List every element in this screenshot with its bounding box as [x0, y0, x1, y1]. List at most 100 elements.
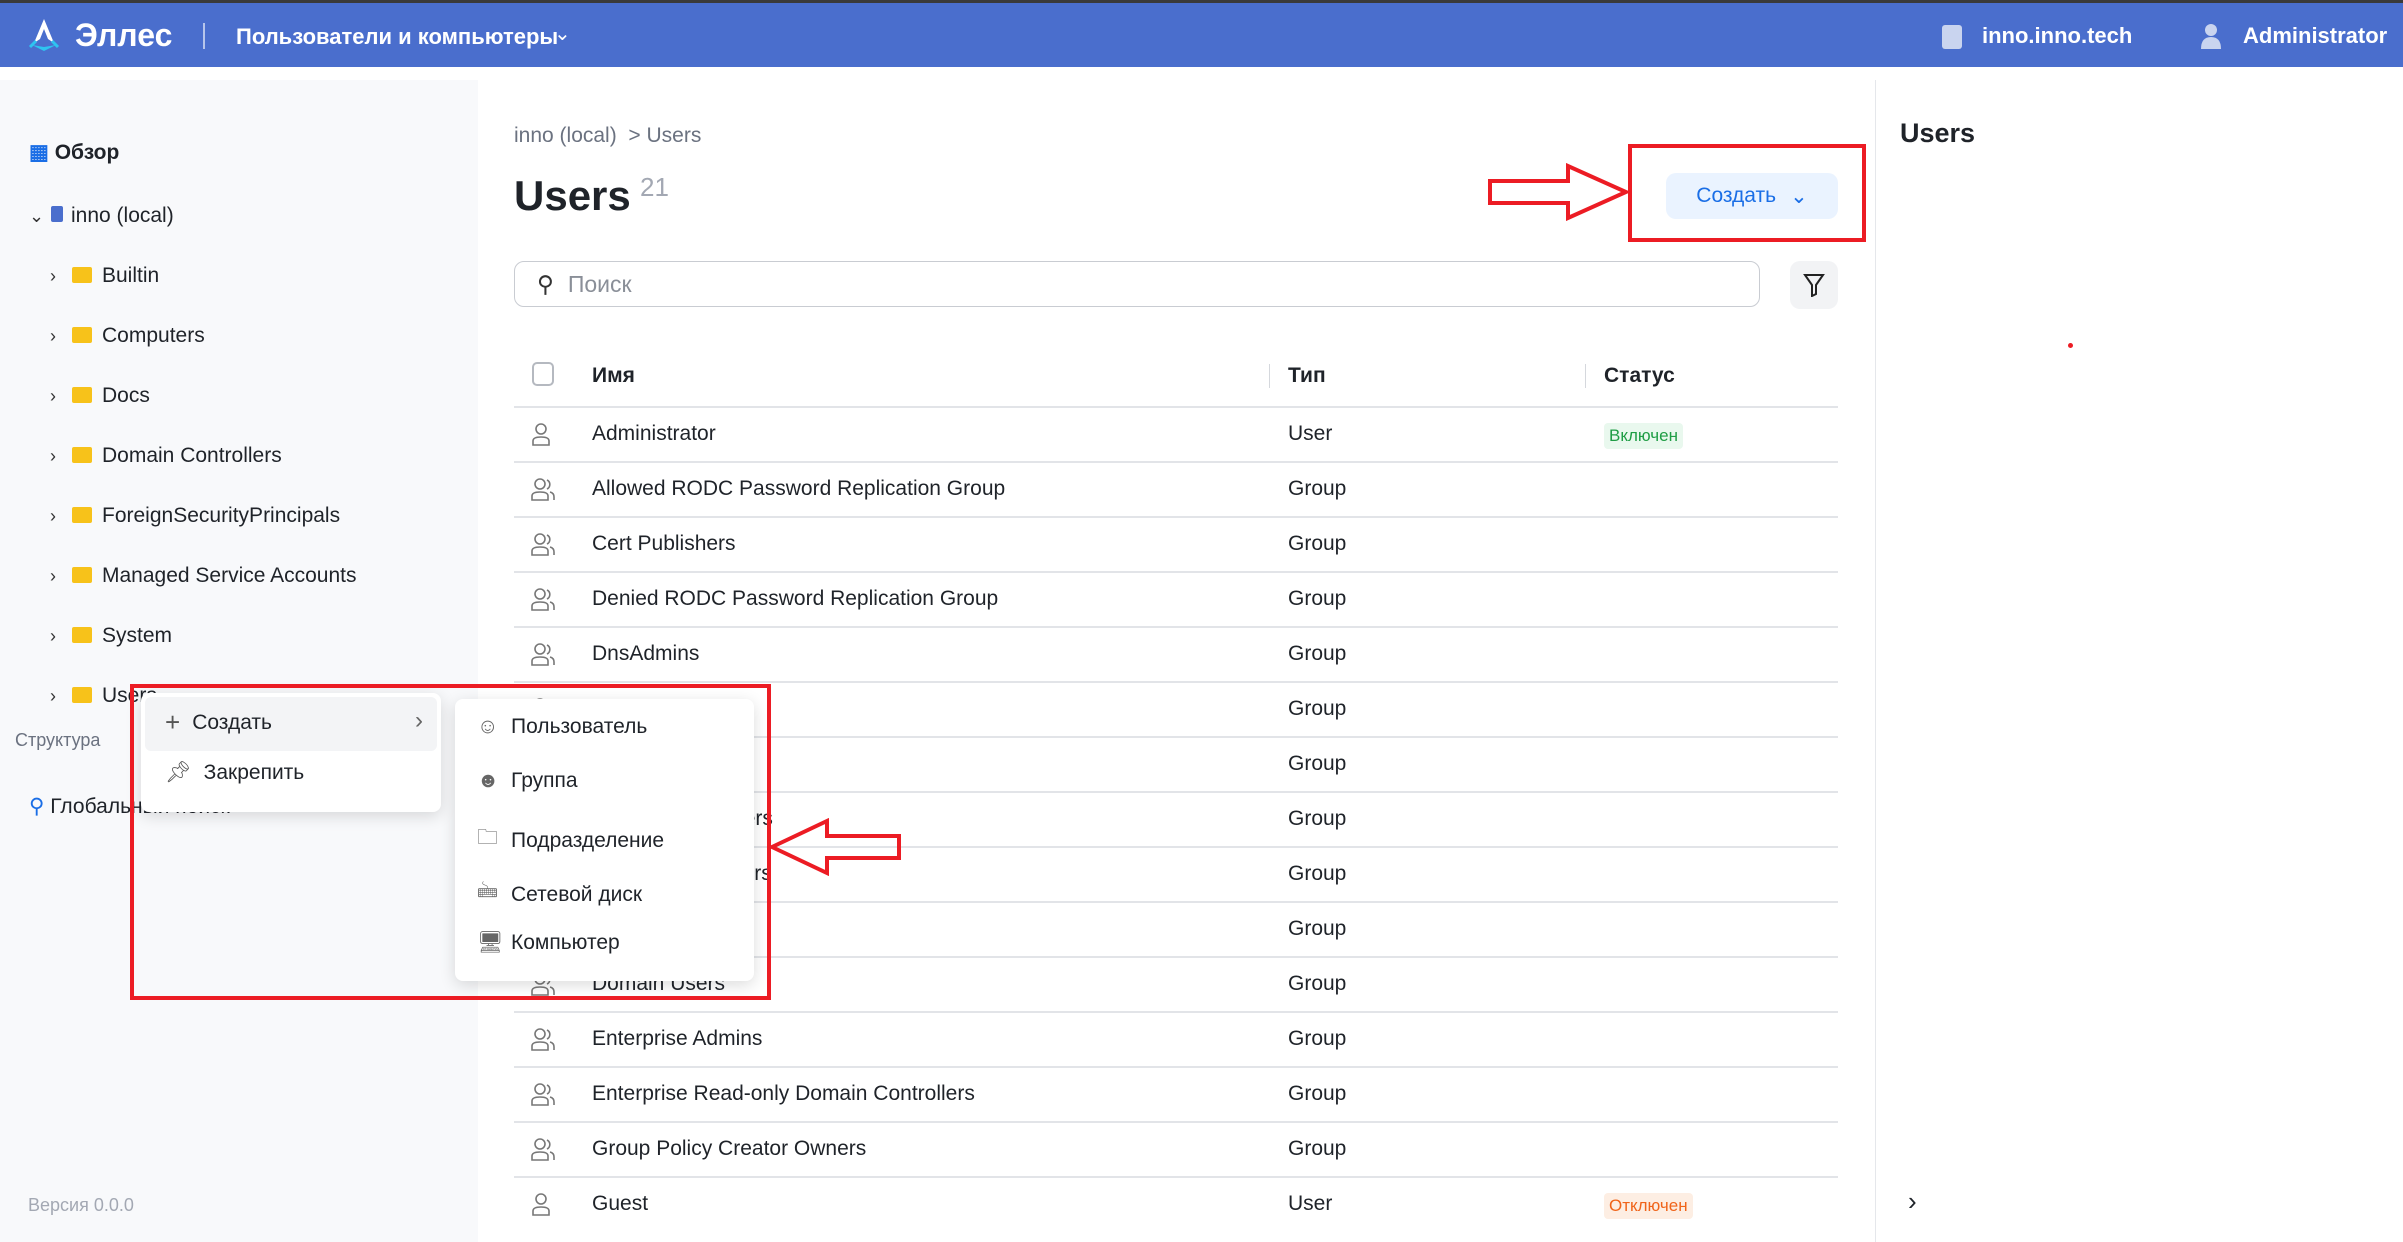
- row-type: User: [1288, 422, 1333, 445]
- table-row[interactable]: Denied RODC Password Replication Group Gr…: [514, 571, 1838, 626]
- computer-icon: 🖥︎: [477, 931, 504, 954]
- row-type: Group: [1288, 642, 1347, 665]
- context-menu: + Создать › 📌︎ Закрепить: [141, 693, 441, 812]
- row-type: Group: [1288, 917, 1347, 940]
- item-count: 21: [640, 172, 669, 202]
- expand-panel-chevron-icon[interactable]: ›: [1908, 1186, 1917, 1216]
- brand-name: Эллес: [75, 17, 173, 53]
- table-row[interactable]: Enterprise Admins Group: [514, 1011, 1838, 1066]
- breadcrumb-root[interactable]: inno (local): [514, 124, 617, 147]
- row-type: User: [1288, 1192, 1333, 1215]
- table-row[interactable]: Allowed RODC Password Replication Group G…: [514, 461, 1838, 516]
- submenu-item[interactable]: 🖮︎ Сетевой диск: [477, 877, 642, 912]
- filter-button[interactable]: [1790, 261, 1838, 309]
- table-row[interactable]: DnsAdmins Group: [514, 626, 1838, 681]
- table-row[interactable]: Enterprise Read-only Domain Controllers G…: [514, 1066, 1838, 1121]
- panel-divider: [1875, 80, 1876, 1242]
- submenu-item-label: Компьютер: [511, 931, 620, 954]
- breadcrumb: inno (local) > Users: [514, 124, 702, 147]
- folder-label: Docs: [102, 384, 150, 407]
- group-icon: [530, 532, 556, 562]
- group-icon: [530, 587, 556, 617]
- row-name: Enterprise Admins: [592, 1027, 763, 1050]
- row-type: Group: [1288, 532, 1347, 555]
- submenu-item[interactable]: ☺ Пользователь: [477, 715, 647, 739]
- column-header-status[interactable]: Статус: [1604, 364, 1675, 387]
- folder-icon: [72, 387, 92, 403]
- user-avatar-icon[interactable]: [2200, 23, 2222, 49]
- row-type: Group: [1288, 587, 1347, 610]
- annotation-dot: [2068, 343, 2073, 348]
- sidebar-folder[interactable]: › ForeignSecurityPrincipals: [50, 504, 340, 528]
- folder-label: Builtin: [102, 264, 160, 287]
- row-type: Group: [1288, 752, 1347, 775]
- submenu-item[interactable]: 🖥︎ Компьютер: [477, 931, 620, 955]
- context-menu-item-create[interactable]: [145, 697, 437, 751]
- app-switcher[interactable]: Пользователи и компьютеры: [236, 24, 559, 49]
- chevron-right-icon[interactable]: ›: [50, 686, 56, 706]
- chevron-down-icon[interactable]: ⌄: [554, 23, 571, 45]
- chevron-right-icon[interactable]: ›: [50, 446, 56, 466]
- folder-icon: [72, 267, 92, 283]
- chevron-right-icon[interactable]: ›: [50, 326, 56, 346]
- table-row[interactable]: Guest User Отключен: [514, 1176, 1838, 1231]
- create-button[interactable]: Создать ⌄: [1666, 173, 1838, 219]
- chevron-right-icon[interactable]: ›: [50, 566, 56, 586]
- sidebar-folder[interactable]: › Managed Service Accounts: [50, 564, 356, 588]
- header-divider: [203, 23, 205, 49]
- folder-label: ForeignSecurityPrincipals: [102, 504, 341, 527]
- structure-label: Структура: [15, 730, 101, 750]
- row-type: Group: [1288, 807, 1347, 830]
- search-icon: ⚲: [537, 270, 554, 297]
- sidebar-folder[interactable]: › Domain Controllers: [50, 444, 282, 468]
- sidebar-folder[interactable]: › Docs: [50, 384, 150, 408]
- row-type: Group: [1288, 477, 1347, 500]
- status-badge: Отключен: [1604, 1193, 1693, 1219]
- column-divider[interactable]: [1585, 364, 1586, 388]
- chevron-down-icon[interactable]: ⌄: [29, 206, 45, 226]
- select-all-checkbox[interactable]: [532, 362, 554, 386]
- chevron-right-icon[interactable]: ›: [50, 626, 56, 646]
- breadcrumb-current: Users: [646, 124, 702, 147]
- version-label: Версия 0.0.0: [28, 1195, 134, 1215]
- filter-icon: [1803, 274, 1825, 297]
- table-row[interactable]: Group Policy Creator Owners Group: [514, 1121, 1838, 1176]
- user-menu[interactable]: Administrator: [2243, 23, 2388, 48]
- chevron-right-icon[interactable]: ›: [50, 386, 56, 406]
- annotation-arrow-right: [1488, 163, 1630, 221]
- column-header-name[interactable]: Имя: [592, 364, 635, 387]
- submenu-item-label: Группа: [511, 769, 578, 792]
- submenu-item[interactable]: 🗀︎ Подразделение: [477, 823, 664, 858]
- table-row[interactable]: Administrator User Включен: [514, 406, 1838, 461]
- sidebar-folder[interactable]: › Builtin: [50, 264, 159, 288]
- sidebar-folder[interactable]: › System: [50, 624, 172, 648]
- sidebar-folder[interactable]: › Computers: [50, 324, 205, 348]
- search-placeholder: Поиск: [567, 270, 632, 297]
- submenu-item[interactable]: ☻ Группа: [477, 769, 578, 793]
- root-label: inno (local): [71, 204, 174, 227]
- annotation-arrow-left: [769, 818, 901, 876]
- group-icon: ☻: [477, 769, 500, 792]
- row-type: Group: [1288, 862, 1347, 885]
- row-name: Group Policy Creator Owners: [592, 1137, 867, 1160]
- create-menu-item[interactable]: + Создать: [165, 707, 272, 738]
- table-row[interactable]: Cert Publishers Group: [514, 516, 1838, 571]
- column-header-type[interactable]: Тип: [1288, 364, 1326, 387]
- folder-icon: [72, 567, 92, 583]
- annotation-box: [1628, 144, 1866, 242]
- domain-label[interactable]: inno.inno.tech: [1982, 23, 2133, 48]
- network-drive-icon: 🖮︎: [477, 880, 498, 903]
- tree-root[interactable]: ⌄ inno (local): [29, 204, 174, 228]
- chevron-right-icon[interactable]: ›: [50, 506, 56, 526]
- column-divider[interactable]: [1269, 364, 1270, 388]
- group-icon: [530, 642, 556, 672]
- folder-label: Computers: [102, 324, 205, 347]
- chevron-right-icon[interactable]: ›: [50, 266, 56, 286]
- status-badge: Включен: [1604, 423, 1683, 449]
- group-icon: [530, 1137, 556, 1167]
- pin-menu-item[interactable]: 📌︎ Закрепить: [165, 761, 304, 785]
- sidebar-item-overview[interactable]: ▦ Обзор: [29, 140, 119, 165]
- page-title: Users: [514, 172, 631, 219]
- search-input[interactable]: ⚲ Поиск: [514, 261, 1760, 307]
- row-name: DnsAdmins: [592, 642, 700, 665]
